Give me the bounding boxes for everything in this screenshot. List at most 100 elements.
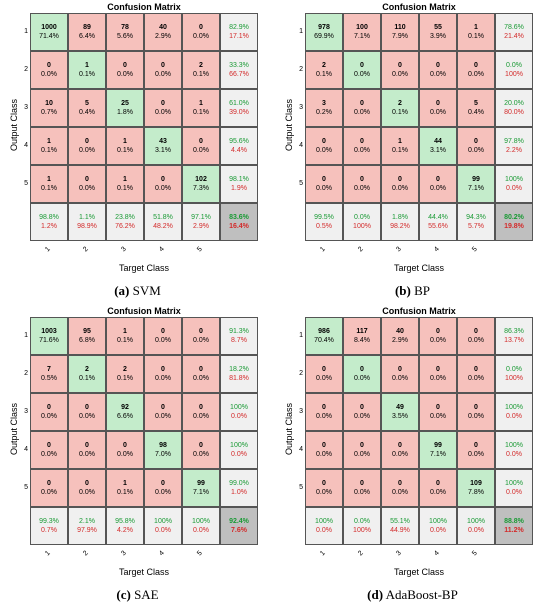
cell-percentage: 0.0% — [468, 147, 484, 154]
cell-value: 0 — [398, 366, 402, 373]
cell-value: 61.0% — [229, 100, 249, 107]
x-axis-label: Target Class — [118, 567, 170, 577]
cell-percentage: 0.2% — [316, 109, 332, 116]
x-tick-label: 3 — [395, 245, 403, 254]
cell-percentage: 6.4% — [79, 33, 95, 40]
cell-value: 0 — [360, 100, 364, 107]
matrix-cell: 0 0.0% — [457, 393, 495, 431]
cell-percentage: 0.0% — [316, 147, 332, 154]
cell-value: 95 — [83, 328, 91, 335]
matrix-cell: 0 0.0% — [343, 165, 381, 203]
cell-value: 86.3% — [504, 328, 524, 335]
x-tick-label: 2 — [357, 245, 365, 254]
cell-value: 0 — [360, 442, 364, 449]
cell-percentage: 0.1% — [392, 109, 408, 116]
column-summary-cell: 55.1% 44.9% — [381, 507, 419, 545]
matrix-cell: 0 0.0% — [457, 51, 495, 89]
cell-value: 0 — [161, 176, 165, 183]
cell-value: 92.4% — [229, 518, 249, 525]
matrix-cell: 0 0.0% — [381, 51, 419, 89]
y-tick-label: 3 — [24, 408, 28, 415]
matrix-cell: 1 0.1% — [182, 89, 220, 127]
cell-value: 1 — [123, 480, 127, 487]
cell-percentage: 0.0% — [193, 413, 209, 420]
cell-percentage: 0.0% — [468, 451, 484, 458]
cell-value: 0 — [360, 404, 364, 411]
matrix-cell: 109 7.8% — [457, 469, 495, 507]
cell-percentage: 6.6% — [117, 413, 133, 420]
cell-value: 99.0% — [229, 480, 249, 487]
cell-value: 0 — [199, 442, 203, 449]
cell-percentage: 0.1% — [316, 71, 332, 78]
cell-value: 1 — [47, 176, 51, 183]
cell-percentage: 4.2% — [117, 527, 133, 534]
matrix-cell: 0 0.0% — [305, 393, 343, 431]
cell-value: 94.3% — [466, 214, 486, 221]
matrix-cell: 0 0.0% — [343, 89, 381, 127]
matrix-cell: 0 0.0% — [106, 431, 144, 469]
matrix-cell: 55 3.9% — [419, 13, 457, 51]
row-summary-cell: 78.6% 21.4% — [495, 13, 533, 51]
column-summary-cell: 100% 0.0% — [457, 507, 495, 545]
cell-percentage: 0.1% — [117, 337, 133, 344]
cell-value: 0 — [161, 62, 165, 69]
matrix-cell: 986 70.4% — [305, 317, 343, 355]
row-summary-cell: 95.6% 4.4% — [220, 127, 258, 165]
y-tick-label: 1 — [299, 28, 303, 35]
cell-value: 0.0% — [506, 366, 522, 373]
cell-value: 117 — [356, 328, 368, 335]
cell-value: 0 — [474, 442, 478, 449]
cell-value: 0 — [436, 366, 440, 373]
matrix-cell: 0 0.0% — [305, 127, 343, 165]
matrix-cell: 1 0.1% — [106, 165, 144, 203]
cell-value: 99 — [434, 442, 442, 449]
cell-value: 100% — [230, 404, 248, 411]
matrix-cell: 89 6.4% — [68, 13, 106, 51]
cell-value: 0 — [85, 404, 89, 411]
cell-percentage: 0.0% — [155, 109, 171, 116]
cell-percentage: 0.0% — [316, 451, 332, 458]
row-summary-cell: 99.0% 1.0% — [220, 469, 258, 507]
cell-percentage: 0.0% — [392, 451, 408, 458]
x-axis-label: Target Class — [393, 567, 445, 577]
cell-percentage: 0.0% — [354, 375, 370, 382]
chart-title: Confusion Matrix — [107, 306, 181, 316]
cell-percentage: 39.0% — [229, 109, 249, 116]
x-tick-label: 2 — [82, 549, 90, 558]
matrix-cell: 0 0.0% — [343, 355, 381, 393]
matrix-cell: 0 0.0% — [182, 355, 220, 393]
cell-value: 102 — [195, 176, 207, 183]
cell-value: 98.8% — [39, 214, 59, 221]
matrix-cell: 0 0.0% — [419, 317, 457, 355]
cell-value: 97.1% — [191, 214, 211, 221]
cell-value: 88.8% — [504, 518, 524, 525]
column-summary-cell: 100% 0.0% — [305, 507, 343, 545]
matrix-cell: 117 8.4% — [343, 317, 381, 355]
cell-percentage: 71.6% — [39, 337, 59, 344]
cell-percentage: 0.5% — [316, 223, 332, 230]
x-tick-label: 3 — [395, 549, 403, 558]
matrix-cell: 43 3.1% — [144, 127, 182, 165]
cell-percentage: 0.1% — [117, 489, 133, 496]
matrix-cell: 0 0.0% — [343, 469, 381, 507]
cell-percentage: 0.0% — [392, 71, 408, 78]
cell-percentage: 11.2% — [504, 527, 524, 534]
x-tick-label: 5 — [471, 245, 479, 254]
column-summary-cell: 0.0% 100% — [343, 507, 381, 545]
cell-percentage: 0.0% — [79, 489, 95, 496]
cell-percentage: 0.0% — [316, 375, 332, 382]
cell-value: 0 — [360, 480, 364, 487]
cell-value: 0 — [123, 442, 127, 449]
cell-value: 92 — [121, 404, 129, 411]
cell-percentage: 0.7% — [41, 527, 57, 534]
cell-percentage: 0.0% — [41, 489, 57, 496]
cell-value: 99.3% — [39, 518, 59, 525]
cell-percentage: 0.0% — [430, 109, 446, 116]
matrix-grid: 1000 71.4% 89 6.4% 78 5.6% 40 2.9% 0 0.0% 82.9% 17.… — [30, 13, 258, 241]
cell-value: 2 — [199, 62, 203, 69]
column-summary-cell: 23.8% 76.2% — [106, 203, 144, 241]
row-summary-cell: 20.0% 80.0% — [495, 89, 533, 127]
cell-value: 0 — [85, 480, 89, 487]
cell-percentage: 0.0% — [316, 185, 332, 192]
cell-percentage: 0.0% — [354, 147, 370, 154]
